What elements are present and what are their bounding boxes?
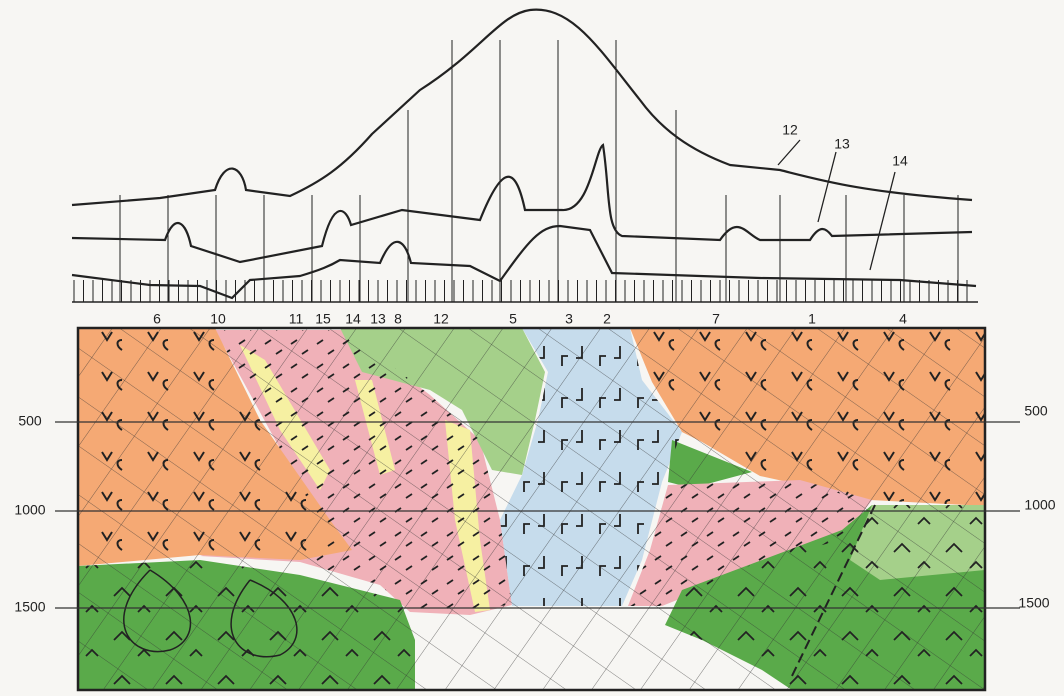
depth-label: 500 [18,413,42,429]
section-label: 13 [370,311,386,327]
section-units [78,328,985,690]
section-label: 3 [565,311,573,327]
section-label: 15 [315,311,331,327]
section-label: 4 [899,311,907,327]
depth-label: 1000 [1024,497,1055,513]
section-label: 5 [509,311,517,327]
section-label: 7 [712,311,720,327]
depth-label: 500 [1024,403,1048,419]
section-label: 12 [433,311,449,327]
page: 12 13 14 500 1000 1500 500 10 [0,0,1064,696]
section-label: 8 [394,311,402,327]
section-label: 2 [603,311,611,327]
depth-label: 1500 [1018,595,1049,611]
geologic-section-figure: 12 13 14 500 1000 1500 500 10 [0,0,1064,696]
section-label: 1 [808,311,816,327]
profile-label: 14 [892,153,908,169]
section-label: 6 [153,311,161,327]
profile-label: 13 [834,136,850,152]
depth-label: 1500 [14,599,45,615]
section-label: 10 [210,311,226,327]
depth-label: 1000 [14,502,45,518]
profile-label: 12 [782,122,798,138]
section-label: 11 [289,311,304,327]
section-label: 14 [345,311,361,327]
